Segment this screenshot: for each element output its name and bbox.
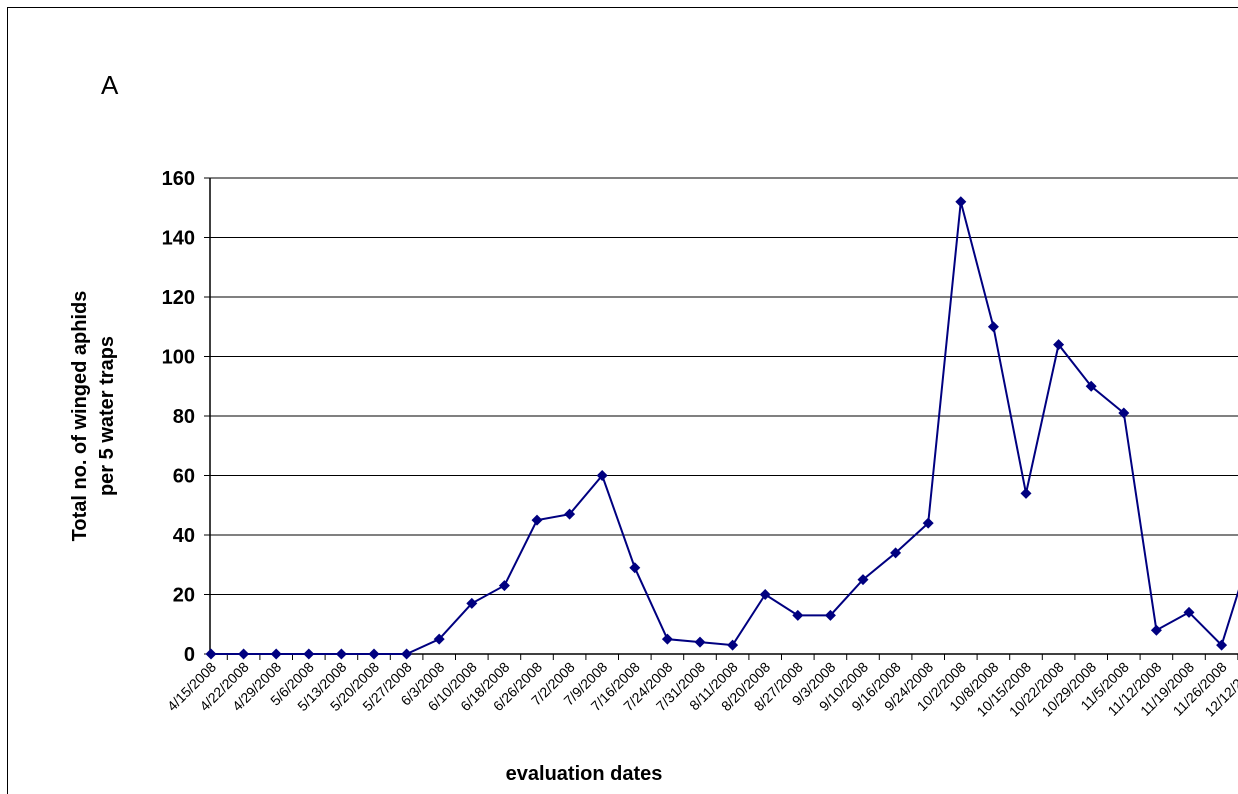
data-point-marker	[727, 639, 739, 651]
data-point-marker	[694, 636, 706, 648]
y-tick-label: 40	[173, 525, 195, 547]
y-tick-label: 120	[162, 287, 195, 309]
y-tick-label: 140	[162, 228, 195, 250]
data-point-marker	[238, 648, 250, 660]
data-point-marker	[466, 597, 478, 609]
data-point-marker	[629, 562, 641, 574]
y-tick-label: 100	[162, 347, 195, 369]
data-point-marker	[433, 633, 445, 645]
y-tick-label: 160	[162, 168, 195, 190]
data-point-marker	[661, 633, 673, 645]
series-line-group	[205, 196, 1238, 660]
x-tick-labels: 4/15/20084/22/20084/29/20085/6/20085/13/…	[164, 654, 1238, 720]
data-point-marker	[596, 470, 608, 481]
data-point-marker	[1053, 339, 1065, 351]
data-point-marker	[1085, 380, 1097, 392]
data-point-marker	[1118, 407, 1130, 419]
y-axis-title-line1: Total no. of winged aphids	[69, 291, 91, 542]
chart-frame	[7, 7, 1238, 794]
data-point-marker	[303, 648, 315, 660]
data-point-marker	[857, 574, 869, 586]
data-point-marker	[564, 508, 576, 520]
y-tick-labels: 0 20 40 60 80 100 120 140 160	[162, 168, 210, 666]
data-point-marker	[270, 648, 282, 660]
data-point-marker	[890, 547, 902, 559]
data-point-marker	[759, 589, 771, 600]
y-tick-label: 0	[184, 644, 195, 666]
panel-label: A	[101, 70, 119, 100]
x-axis-title: evaluation dates	[506, 763, 663, 785]
y-tick-label: 20	[173, 585, 195, 607]
data-point-marker	[792, 609, 804, 621]
data-point-marker	[1020, 487, 1032, 499]
gridlines	[210, 177, 1238, 595]
data-point-marker	[401, 648, 413, 660]
data-point-marker	[498, 580, 510, 592]
data-point-marker	[205, 648, 217, 660]
data-point-marker	[531, 514, 543, 526]
y-tick-label: 60	[173, 466, 195, 488]
data-point-marker	[824, 609, 836, 621]
data-point-marker	[987, 321, 999, 333]
data-point-marker	[335, 648, 347, 660]
series-line	[211, 201, 1238, 655]
data-point-marker	[368, 648, 380, 660]
data-point-marker	[1183, 606, 1195, 618]
data-point-marker	[955, 196, 967, 208]
data-point-marker	[1216, 639, 1228, 651]
data-point-marker	[1150, 624, 1162, 636]
data-point-marker	[922, 517, 934, 529]
y-tick-label: 80	[173, 406, 195, 428]
y-axis-title-line2: per 5 water traps	[96, 336, 118, 496]
